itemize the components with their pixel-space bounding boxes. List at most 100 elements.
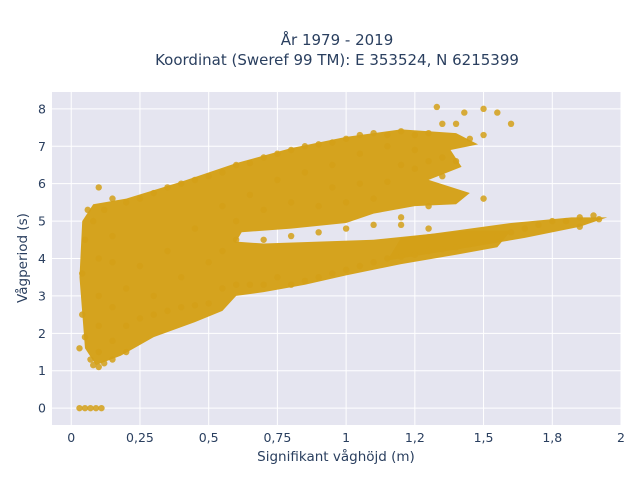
y-tick-label: 2 <box>38 326 46 341</box>
data-point <box>397 128 405 135</box>
data-point <box>595 216 603 223</box>
main-cloud <box>79 129 512 366</box>
data-point <box>205 172 212 180</box>
x-tick-label: 0,75 <box>263 430 291 445</box>
data-point <box>342 135 350 142</box>
data-point <box>287 232 295 240</box>
data-point <box>191 225 199 232</box>
data-point <box>92 404 100 412</box>
data-point <box>370 195 377 202</box>
y-axis-title: Vågperiod (s) <box>14 213 31 303</box>
data-point <box>439 245 446 253</box>
data-point <box>384 131 391 139</box>
data-point <box>301 169 309 176</box>
data-point <box>315 202 322 210</box>
data-point <box>177 274 185 281</box>
data-point <box>384 178 391 185</box>
data-point <box>109 195 116 202</box>
data-point <box>356 180 364 187</box>
data-point <box>329 161 336 169</box>
y-tick-label: 0 <box>38 401 46 416</box>
data-points <box>76 103 603 412</box>
data-point <box>95 184 102 191</box>
data-point <box>87 404 94 412</box>
data-point <box>219 247 226 255</box>
data-point <box>590 212 597 219</box>
data-point <box>123 348 130 356</box>
data-point <box>521 225 528 232</box>
data-point <box>136 195 144 202</box>
data-point <box>95 348 102 356</box>
data-point <box>260 236 267 243</box>
data-point <box>232 281 240 288</box>
data-point <box>480 195 487 202</box>
data-point <box>329 270 336 277</box>
data-point <box>87 356 94 363</box>
data-point <box>95 363 102 371</box>
data-point <box>136 315 144 322</box>
data-point <box>287 281 295 288</box>
data-point <box>260 281 267 288</box>
data-point <box>452 244 460 251</box>
data-point <box>461 109 468 116</box>
data-point <box>274 176 281 184</box>
data-point <box>164 307 171 315</box>
data-point <box>329 184 336 191</box>
data-point <box>246 159 254 167</box>
x-tick-label: 1 <box>342 430 350 445</box>
data-point <box>260 154 267 161</box>
data-point <box>79 311 86 318</box>
data-point <box>150 311 157 318</box>
data-point <box>219 169 226 176</box>
data-point <box>81 404 89 412</box>
data-point <box>136 262 144 270</box>
data-point <box>177 303 185 311</box>
data-point <box>95 292 102 300</box>
data-point <box>452 158 460 165</box>
data-point <box>123 199 130 206</box>
data-point <box>164 247 171 255</box>
data-point <box>425 202 432 210</box>
data-point <box>90 361 97 369</box>
data-point <box>466 135 474 142</box>
data-point <box>397 214 405 221</box>
data-point <box>150 189 157 197</box>
x-tick-label: 2 <box>617 430 625 445</box>
data-point <box>98 404 105 412</box>
x-tick-label: 0,5 <box>199 430 219 445</box>
data-point <box>397 221 405 229</box>
data-point <box>109 337 116 345</box>
chart-title-line2: Koordinat (Sweref 99 TM): E 353524, N 62… <box>155 51 519 69</box>
data-point <box>549 217 556 225</box>
y-tick-label: 5 <box>38 214 46 229</box>
data-point <box>150 292 157 300</box>
data-point <box>95 322 102 330</box>
data-point <box>439 154 446 161</box>
data-point <box>246 281 254 288</box>
data-point <box>287 199 295 206</box>
data-point <box>425 225 432 232</box>
y-tick-label: 6 <box>38 176 46 191</box>
data-point <box>101 206 108 214</box>
data-point <box>109 303 116 311</box>
data-point <box>480 131 487 139</box>
data-point <box>494 109 501 116</box>
data-point <box>433 103 441 111</box>
y-tick-label: 1 <box>38 363 46 378</box>
data-point <box>191 176 199 184</box>
data-point <box>452 120 460 128</box>
data-point <box>494 232 501 240</box>
data-point <box>384 255 391 262</box>
data-point <box>109 356 116 363</box>
data-point <box>109 232 116 240</box>
data-point <box>342 199 350 206</box>
data-point <box>84 206 91 214</box>
data-point <box>356 150 364 157</box>
data-point <box>466 240 474 247</box>
data-point <box>79 270 86 277</box>
data-point <box>370 259 377 266</box>
data-point <box>219 202 226 210</box>
data-point <box>232 161 240 169</box>
data-point <box>411 131 419 139</box>
